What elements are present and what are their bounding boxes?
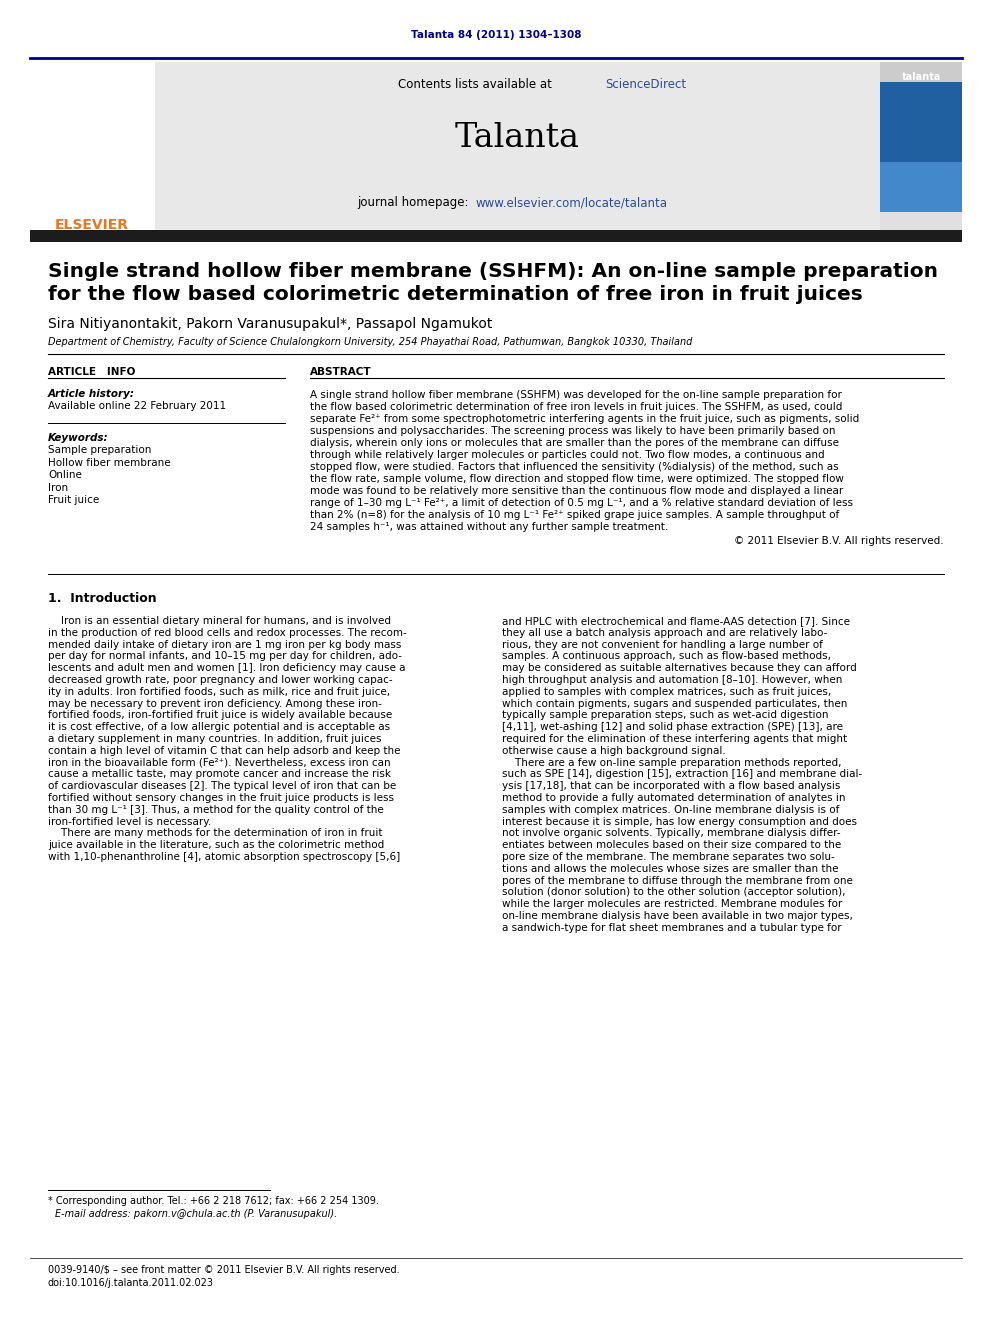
Text: on-line membrane dialysis have been available in two major types,: on-line membrane dialysis have been avai… — [502, 912, 853, 921]
Text: pore size of the membrane. The membrane separates two solu-: pore size of the membrane. The membrane … — [502, 852, 835, 863]
Text: high throughput analysis and automation [8–10]. However, when: high throughput analysis and automation … — [502, 675, 842, 685]
Text: lescents and adult men and women [1]. Iron deficiency may cause a: lescents and adult men and women [1]. Ir… — [48, 663, 406, 673]
Text: Iron is an essential dietary mineral for humans, and is involved: Iron is an essential dietary mineral for… — [48, 617, 391, 626]
Text: E-mail address: pakorn.v@chula.ac.th (P. Varanusupakul).: E-mail address: pakorn.v@chula.ac.th (P.… — [55, 1209, 337, 1218]
Text: 0039-9140/$ – see front matter © 2011 Elsevier B.V. All rights reserved.: 0039-9140/$ – see front matter © 2011 El… — [48, 1265, 400, 1275]
Text: otherwise cause a high background signal.: otherwise cause a high background signal… — [502, 746, 726, 755]
Text: the flow rate, sample volume, flow direction and stopped flow time, were optimiz: the flow rate, sample volume, flow direc… — [310, 474, 844, 484]
Text: solution (donor solution) to the other solution (acceptor solution),: solution (donor solution) to the other s… — [502, 888, 845, 897]
Text: juice available in the literature, such as the colorimetric method: juice available in the literature, such … — [48, 840, 384, 851]
Text: dialysis, wherein only ions or molecules that are smaller than the pores of the : dialysis, wherein only ions or molecules… — [310, 438, 839, 448]
Text: in the production of red blood cells and redox processes. The recom-: in the production of red blood cells and… — [48, 628, 407, 638]
Text: fortified foods, iron-fortified fruit juice is widely available because: fortified foods, iron-fortified fruit ju… — [48, 710, 392, 721]
Text: a dietary supplement in many countries. In addition, fruit juices: a dietary supplement in many countries. … — [48, 734, 382, 744]
Text: than 30 mg L⁻¹ [3]. Thus, a method for the quality control of the: than 30 mg L⁻¹ [3]. Thus, a method for t… — [48, 804, 384, 815]
Text: mended daily intake of dietary iron are 1 mg iron per kg body mass: mended daily intake of dietary iron are … — [48, 639, 402, 650]
Text: with 1,10-phenanthroline [4], atomic absorption spectroscopy [5,6]: with 1,10-phenanthroline [4], atomic abs… — [48, 852, 400, 863]
Text: per day for normal infants, and 10–15 mg per day for children, ado-: per day for normal infants, and 10–15 mg… — [48, 651, 402, 662]
Text: iron in the bioavailable form (Fe²⁺). Nevertheless, excess iron can: iron in the bioavailable form (Fe²⁺). Ne… — [48, 758, 391, 767]
Text: Talanta: Talanta — [455, 122, 580, 153]
Text: suspensions and polysaccharides. The screening process was likely to have been p: suspensions and polysaccharides. The scr… — [310, 426, 835, 437]
Text: contain a high level of vitamin C that can help adsorb and keep the: contain a high level of vitamin C that c… — [48, 746, 401, 755]
Text: Fruit juice: Fruit juice — [48, 495, 99, 505]
Text: Keywords:: Keywords: — [48, 433, 109, 443]
Text: ScienceDirect: ScienceDirect — [605, 78, 686, 91]
Text: journal homepage:: journal homepage: — [357, 196, 473, 209]
Text: [4,11], wet-ashing [12] and solid phase extraction (SPE) [13], are: [4,11], wet-ashing [12] and solid phase … — [502, 722, 843, 732]
Text: iron-fortified level is necessary.: iron-fortified level is necessary. — [48, 816, 211, 827]
Text: Available online 22 February 2011: Available online 22 February 2011 — [48, 401, 226, 411]
Text: may be considered as suitable alternatives because they can afford: may be considered as suitable alternativ… — [502, 663, 857, 673]
Text: mode was found to be relatively more sensitive than the continuous flow mode and: mode was found to be relatively more sen… — [310, 486, 843, 496]
Text: Sira Nitiyanontakit, Pakorn Varanusupakul*, Passapol Ngamukot: Sira Nitiyanontakit, Pakorn Varanusupaku… — [48, 318, 492, 331]
Text: ELSEVIER: ELSEVIER — [55, 218, 129, 232]
Text: not involve organic solvents. Typically, membrane dialysis differ-: not involve organic solvents. Typically,… — [502, 828, 840, 839]
Text: while the larger molecules are restricted. Membrane modules for: while the larger molecules are restricte… — [502, 900, 842, 909]
Text: * Corresponding author. Tel.: +66 2 218 7612; fax: +66 2 254 1309.: * Corresponding author. Tel.: +66 2 218 … — [48, 1196, 379, 1207]
Text: the flow based colorimetric determination of free iron levels in fruit juices. T: the flow based colorimetric determinatio… — [310, 402, 842, 411]
Text: www.elsevier.com/locate/talanta: www.elsevier.com/locate/talanta — [475, 196, 668, 209]
Text: tions and allows the molecules whose sizes are smaller than the: tions and allows the molecules whose siz… — [502, 864, 838, 873]
Text: Single strand hollow fiber membrane (SSHFM): An on-line sample preparation: Single strand hollow fiber membrane (SSH… — [48, 262, 938, 280]
Text: a sandwich-type for flat sheet membranes and a tubular type for: a sandwich-type for flat sheet membranes… — [502, 923, 841, 933]
Text: through while relatively larger molecules or particles could not. Two flow modes: through while relatively larger molecule… — [310, 450, 824, 460]
Text: it is cost effective, of a low allergic potential and is acceptable as: it is cost effective, of a low allergic … — [48, 722, 390, 732]
Text: entiates between molecules based on their size compared to the: entiates between molecules based on thei… — [502, 840, 841, 851]
Text: and HPLC with electrochemical and flame-AAS detection [7]. Since: and HPLC with electrochemical and flame-… — [502, 617, 850, 626]
Text: Article history:: Article history: — [48, 389, 135, 400]
Text: may be necessary to prevent iron deficiency. Among these iron-: may be necessary to prevent iron deficie… — [48, 699, 382, 709]
Text: Talanta 84 (2011) 1304–1308: Talanta 84 (2011) 1304–1308 — [411, 30, 581, 40]
Text: Department of Chemistry, Faculty of Science Chulalongkorn University, 254 Phayat: Department of Chemistry, Faculty of Scie… — [48, 337, 692, 347]
Text: separate Fe²⁺ from some spectrophotometric interfering agents in the fruit juice: separate Fe²⁺ from some spectrophotometr… — [310, 414, 859, 423]
Text: required for the elimination of these interfering agents that might: required for the elimination of these in… — [502, 734, 847, 744]
Text: samples with complex matrices. On-line membrane dialysis is of: samples with complex matrices. On-line m… — [502, 804, 839, 815]
Text: ity in adults. Iron fortified foods, such as milk, rice and fruit juice,: ity in adults. Iron fortified foods, suc… — [48, 687, 390, 697]
Text: talanta: talanta — [902, 71, 940, 82]
Text: ABSTRACT: ABSTRACT — [310, 366, 372, 377]
Text: for the flow based colorimetric determination of free iron in fruit juices: for the flow based colorimetric determin… — [48, 284, 863, 304]
Text: which contain pigments, sugars and suspended particulates, then: which contain pigments, sugars and suspe… — [502, 699, 847, 709]
Text: A single strand hollow fiber membrane (SSHFM) was developed for the on-line samp: A single strand hollow fiber membrane (S… — [310, 390, 842, 400]
Text: such as SPE [14], digestion [15], extraction [16] and membrane dial-: such as SPE [14], digestion [15], extrac… — [502, 770, 862, 779]
Text: pores of the membrane to diffuse through the membrane from one: pores of the membrane to diffuse through… — [502, 876, 853, 885]
Text: interest because it is simple, has low energy consumption and does: interest because it is simple, has low e… — [502, 816, 857, 827]
Text: rious, they are not convenient for handling a large number of: rious, they are not convenient for handl… — [502, 639, 823, 650]
Text: 24 samples h⁻¹, was attained without any further sample treatment.: 24 samples h⁻¹, was attained without any… — [310, 523, 669, 532]
Text: of cardiovascular diseases [2]. The typical level of iron that can be: of cardiovascular diseases [2]. The typi… — [48, 781, 396, 791]
Text: fortified without sensory changes in the fruit juice products is less: fortified without sensory changes in the… — [48, 792, 394, 803]
Text: Contents lists available at: Contents lists available at — [398, 78, 556, 91]
Text: ysis [17,18], that can be incorporated with a flow based analysis: ysis [17,18], that can be incorporated w… — [502, 781, 840, 791]
Text: cause a metallic taste, may promote cancer and increase the risk: cause a metallic taste, may promote canc… — [48, 770, 391, 779]
Text: There are many methods for the determination of iron in fruit: There are many methods for the determina… — [48, 828, 383, 839]
Text: decreased growth rate, poor pregnancy and lower working capac-: decreased growth rate, poor pregnancy an… — [48, 675, 393, 685]
Text: Sample preparation: Sample preparation — [48, 445, 152, 455]
Text: range of 1–30 mg L⁻¹ Fe²⁺, a limit of detection of 0.5 mg L⁻¹, and a % relative : range of 1–30 mg L⁻¹ Fe²⁺, a limit of de… — [310, 497, 853, 508]
Text: than 2% (n=8) for the analysis of 10 mg L⁻¹ Fe²⁺ spiked grape juice samples. A s: than 2% (n=8) for the analysis of 10 mg … — [310, 509, 839, 520]
Text: 🌿: 🌿 — [65, 118, 89, 156]
Text: samples. A continuous approach, such as flow-based methods,: samples. A continuous approach, such as … — [502, 651, 831, 662]
Text: Online: Online — [48, 470, 82, 480]
Text: 1.  Introduction: 1. Introduction — [48, 591, 157, 605]
Text: Iron: Iron — [48, 483, 68, 492]
Text: ARTICLE   INFO: ARTICLE INFO — [48, 366, 135, 377]
Text: doi:10.1016/j.talanta.2011.02.023: doi:10.1016/j.talanta.2011.02.023 — [48, 1278, 214, 1289]
Text: stopped flow, were studied. Factors that influenced the sensitivity (%dialysis) : stopped flow, were studied. Factors that… — [310, 462, 838, 472]
Text: they all use a batch analysis approach and are relatively labo-: they all use a batch analysis approach a… — [502, 628, 827, 638]
Text: There are a few on-line sample preparation methods reported,: There are a few on-line sample preparati… — [502, 758, 841, 767]
Text: Hollow fiber membrane: Hollow fiber membrane — [48, 458, 171, 467]
Text: typically sample preparation steps, such as wet-acid digestion: typically sample preparation steps, such… — [502, 710, 828, 721]
Text: method to provide a fully automated determination of analytes in: method to provide a fully automated dete… — [502, 792, 845, 803]
Text: © 2011 Elsevier B.V. All rights reserved.: © 2011 Elsevier B.V. All rights reserved… — [734, 536, 944, 546]
Text: applied to samples with complex matrices, such as fruit juices,: applied to samples with complex matrices… — [502, 687, 831, 697]
